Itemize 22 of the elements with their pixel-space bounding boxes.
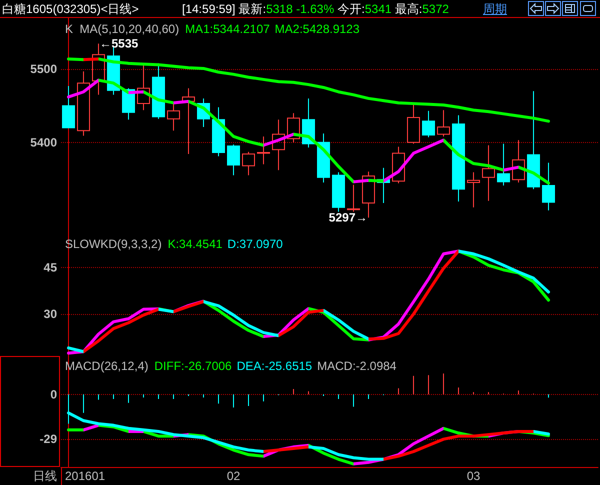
chart-title: 白糖1605(032305)<日线>: [2, 2, 139, 16]
x-tick-label: 02: [226, 469, 240, 483]
y-tick-label: 5400: [30, 135, 58, 150]
annotation: MA2:5428.9123: [274, 22, 360, 36]
annotation: D:37.0970: [227, 237, 284, 251]
y-tick-label: -29: [40, 432, 58, 446]
x-tick-label: 03: [466, 469, 480, 483]
annotation: K:34.4541: [168, 237, 223, 251]
annotation: 5297→: [328, 210, 368, 225]
annotation: MACD:-2.0984: [317, 359, 397, 373]
x-tick-label: 201601: [65, 469, 106, 483]
text: [14:59:59] 最新:5318 -1.63% 今开:5341 最高:5372: [182, 2, 449, 16]
y-tick-label: 5500: [30, 62, 58, 76]
text: 周期: [483, 2, 507, 16]
y-tick-label: 30: [44, 306, 58, 321]
y-tick-label: 0: [50, 387, 58, 402]
annotation: MA1:5344.2107: [185, 22, 270, 36]
annotation: DIFF:-26.7006: [154, 359, 232, 373]
x-axis-title: 日线: [33, 469, 57, 483]
y-tick-label: 45: [44, 260, 58, 275]
annotation: ←5535: [100, 36, 139, 51]
annotation: DEA:-25.6515: [236, 359, 312, 373]
